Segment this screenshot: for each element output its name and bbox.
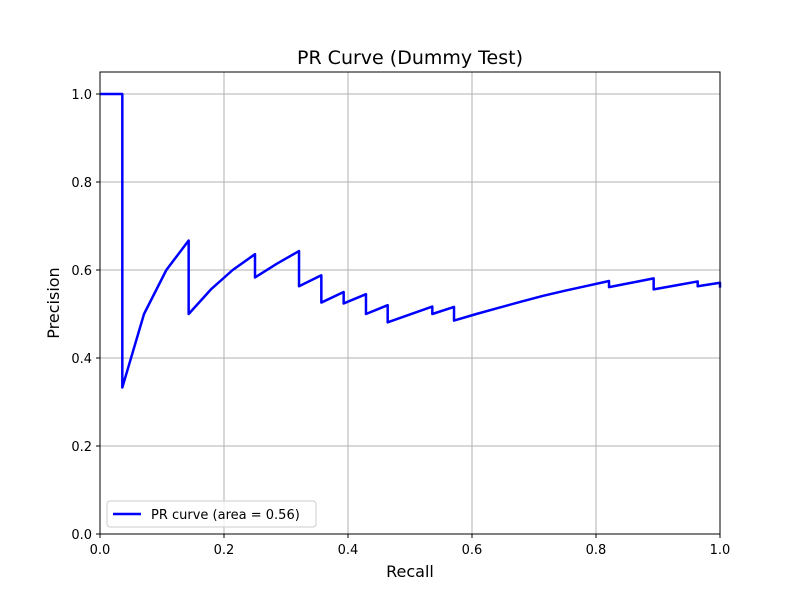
x-axis-label: Recall: [386, 562, 434, 581]
x-tick-label: 0.4: [338, 543, 359, 558]
legend: PR curve (area = 0.56): [106, 500, 317, 528]
series-layer: [100, 92, 722, 389]
plot-area: [99, 71, 722, 535]
y-axis-ticks: 0.0 0.2 0.4 0.6 0.8 1.0: [71, 88, 100, 543]
x-axis-ticks: 0.0 0.2 0.4 0.6 0.8 1.0: [90, 534, 731, 558]
x-tick-label: 0.2: [214, 543, 235, 558]
y-tick-label: 0.4: [71, 352, 92, 367]
y-tick-label: 0.2: [71, 440, 92, 455]
grid-lines: [99, 72, 721, 535]
plot-background: [100, 72, 720, 534]
x-tick-label: 0.6: [462, 543, 483, 558]
y-axis-label: Precision: [44, 267, 63, 338]
legend-box: [106, 500, 317, 528]
x-tick-label: 0.0: [90, 543, 111, 558]
y-tick-label: 0.8: [71, 176, 92, 191]
x-tick-label: 0.8: [586, 543, 607, 558]
pr-curve-line: [100, 92, 722, 389]
chart-title: PR Curve (Dummy Test): [297, 47, 523, 69]
x-tick-label: 1.0: [710, 543, 731, 558]
y-tick-label: 1.0: [71, 88, 92, 103]
y-tick-label: 0.6: [71, 264, 92, 279]
plot-frame: [99, 71, 721, 535]
y-tick-label: 0.0: [71, 528, 92, 543]
legend-label: PR curve (area = 0.56): [151, 508, 300, 523]
